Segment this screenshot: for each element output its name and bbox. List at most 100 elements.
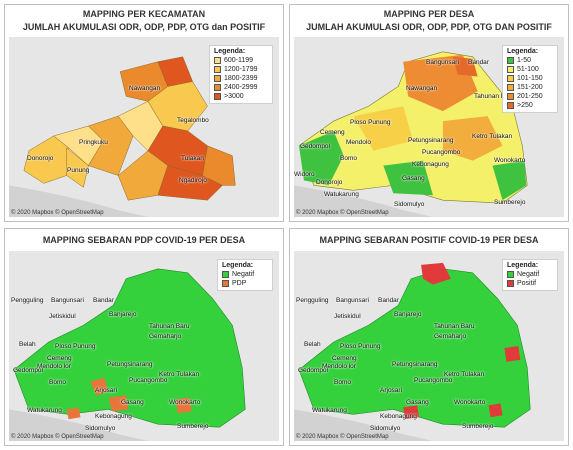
place-label: Kebonagung — [412, 161, 449, 168]
legend-label: >250 — [517, 102, 533, 109]
legend-label: 201-250 — [517, 93, 543, 100]
legend-swatch — [507, 84, 514, 91]
place-label: Pengguling — [296, 297, 329, 304]
sea-area — [9, 409, 148, 441]
legend-item: Negatif — [222, 270, 268, 279]
place-label: Gasang — [402, 175, 425, 182]
legend-label: 1-50 — [517, 57, 532, 64]
sea-area — [294, 409, 433, 441]
legend-title: Legenda: — [222, 262, 254, 269]
region-positif-south — [403, 405, 420, 420]
place-label: Widoro — [294, 171, 315, 178]
place-label: Banjarejo — [109, 311, 137, 318]
place-label: Pringkuku — [79, 139, 108, 146]
place-label: Ketro Tulakan — [444, 371, 485, 378]
legend-title: Legenda: — [507, 48, 539, 55]
place-label: Mendolo lor — [322, 363, 356, 370]
map-attribution: © 2020 Mapbox © OpenStreetMap — [296, 210, 389, 216]
district-sudimoro — [202, 145, 236, 186]
place-label: Bangunsari — [336, 297, 369, 304]
place-label: Kebonagung — [95, 413, 132, 420]
place-label: Belah — [19, 341, 36, 348]
map-attribution: © 2020 Mapbox © OpenStreetMap — [11, 210, 104, 216]
map-positif[interactable]: Pengguling Bangunsari Bandar Jetiskidul Banj… — [294, 251, 564, 441]
legend-title: Legenda: — [214, 48, 246, 55]
legend-item: >3000 — [214, 92, 268, 101]
legend-label: PDP — [232, 280, 247, 287]
place-label: Gemaharjo — [149, 333, 182, 340]
sea-area — [294, 185, 433, 217]
place-label: Mendolo lor — [37, 363, 71, 370]
legend-item: 1-50 — [507, 56, 553, 65]
panel-title: MAPPING SEBARAN PDP COVID-19 PER DESA — [42, 235, 246, 245]
place-label: Watukarung — [312, 407, 347, 414]
legend-label: 101-150 — [517, 75, 543, 82]
place-label: Nawangan — [406, 85, 438, 92]
legend: Legenda: Negatif PDP — [217, 259, 273, 291]
legend-title: Legenda: — [507, 262, 539, 269]
legend-label: 1200-1799 — [224, 66, 258, 73]
map-desa[interactable]: Bangunsari Bandar Tahunan Baru Nawangan … — [294, 37, 564, 217]
place-label: Pucangombo — [129, 377, 168, 384]
map-kecamatan[interactable]: Nawangan Tegalombo Pringkuku Donorojo Pu… — [9, 37, 279, 217]
legend: Legenda: Negatif Positif — [502, 259, 558, 291]
place-label: Jetiskidul — [49, 313, 76, 320]
place-label: Cemeng — [320, 129, 345, 136]
legend-label: 1800-2399 — [224, 75, 258, 82]
place-label: Bangunsari — [426, 59, 459, 66]
legend-swatch — [222, 280, 229, 287]
place-label: Donorojo — [27, 155, 54, 162]
place-label: Nawangan — [129, 85, 161, 92]
legend-label: 600-1199 — [224, 57, 254, 64]
legend-item: 1200-1799 — [214, 65, 268, 74]
place-label: Wonokarto — [494, 157, 526, 164]
legend-swatch — [507, 93, 514, 100]
place-label: Sidomulyo — [394, 201, 425, 208]
place-label: Ketro Tulakan — [159, 371, 200, 378]
region-green-west — [298, 130, 344, 186]
region-pdp-3 — [175, 397, 192, 414]
district-ngadirojo — [157, 165, 223, 201]
region-orange-center — [442, 116, 503, 161]
place-label: Donorojo — [316, 179, 343, 186]
place-label: Tahunan Baru — [149, 323, 190, 330]
place-label: Petungsinarang — [107, 361, 153, 368]
legend-item: 600-1199 — [214, 56, 268, 65]
legend-label: 151-200 — [517, 84, 543, 91]
place-label: Cemeng — [47, 355, 72, 362]
place-label: Pucangombo — [414, 377, 453, 384]
panel-title: MAPPING PER DESA — [383, 9, 475, 19]
panel-pdp: MAPPING SEBARAN PDP COVID-19 PER DESA Pe… — [4, 228, 284, 446]
place-label: Punung — [67, 167, 90, 174]
region-positif-east — [504, 346, 521, 362]
place-label: Kebonagung — [380, 413, 417, 420]
legend-item: Positif — [507, 279, 553, 288]
legend-item: Negatif — [507, 270, 553, 279]
region-positif-southeast — [488, 403, 503, 418]
legend-label: Negatif — [517, 271, 540, 278]
region-green-east — [492, 160, 527, 201]
place-label: Watukarung — [324, 191, 359, 198]
map-pdp[interactable]: Pengguling Bangunsari Bandar Jetiskidul Banj… — [9, 251, 279, 441]
legend-label: 2400-2999 — [224, 84, 258, 91]
place-label: Gedompol — [13, 367, 43, 374]
sea-area — [9, 185, 148, 217]
place-label: Ploso Punung — [55, 343, 96, 350]
legend-swatch — [507, 102, 514, 109]
region-negatif — [13, 268, 246, 428]
legend-swatch — [214, 57, 221, 64]
place-label: Bomo — [334, 379, 351, 386]
place-label: Bangunsari — [51, 297, 84, 304]
place-label: Pucangombo — [422, 149, 461, 156]
place-label: Pengguling — [11, 297, 44, 304]
region-pdp-4 — [66, 407, 81, 420]
legend-swatch — [507, 271, 514, 278]
panel-positif: MAPPING SEBARAN POSITIF COVID-19 PER DES… — [289, 228, 569, 446]
region-red-north — [452, 56, 478, 77]
legend-item: 51-100 — [507, 65, 553, 74]
region-positif-north — [421, 262, 451, 285]
place-label: Gemaharjo — [434, 333, 467, 340]
legend-swatch — [214, 93, 221, 100]
district-punung — [66, 147, 89, 188]
place-label: Ploso Punung — [350, 119, 391, 126]
